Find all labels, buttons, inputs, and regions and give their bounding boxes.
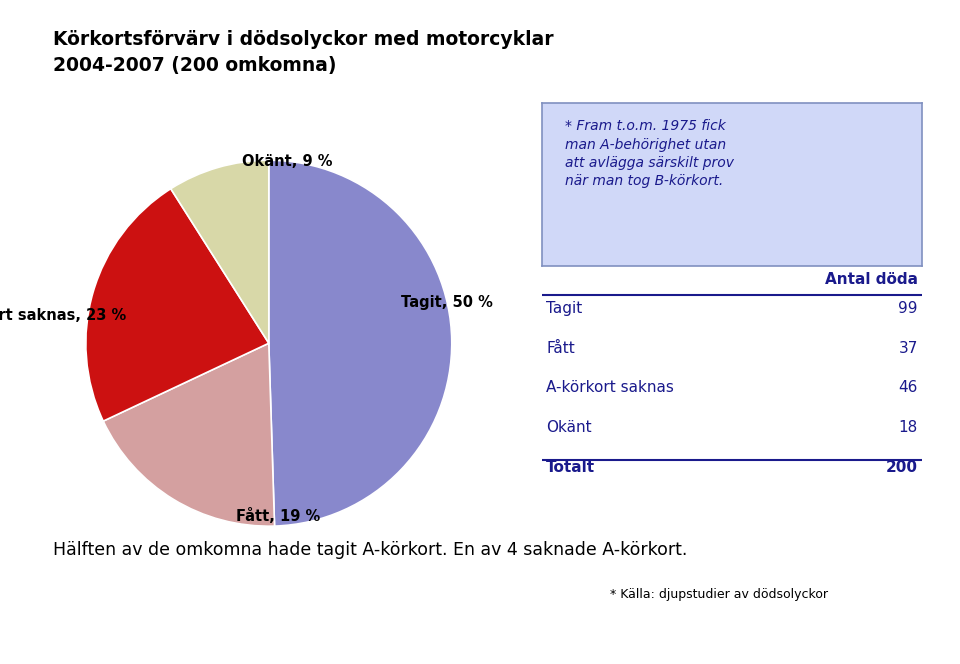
Text: Okänt: Okänt	[546, 420, 591, 435]
Wedge shape	[171, 160, 269, 343]
Text: 37: 37	[899, 341, 918, 355]
Text: Totalt: Totalt	[546, 459, 595, 475]
Text: Tagit, 50 %: Tagit, 50 %	[400, 295, 492, 311]
Text: Hälften av de omkomna hade tagit A-körkort. En av 4 saknade A-körkort.: Hälften av de omkomna hade tagit A-körko…	[53, 541, 687, 559]
Text: Antal döda: Antal döda	[825, 272, 918, 288]
Text: A-körkort saknas, 23 %: A-körkort saknas, 23 %	[0, 308, 126, 323]
Text: 99: 99	[899, 301, 918, 316]
Text: 2004-2007 (200 omkomna): 2004-2007 (200 omkomna)	[53, 56, 336, 76]
Text: Okänt, 9 %: Okänt, 9 %	[242, 155, 332, 169]
Text: 18: 18	[899, 420, 918, 435]
Wedge shape	[104, 343, 275, 526]
Text: Tagit: Tagit	[546, 301, 583, 316]
Text: A-körkort saknas: A-körkort saknas	[546, 380, 674, 395]
Text: 17    2015-11-18: 17 2015-11-18	[21, 631, 126, 644]
Wedge shape	[269, 160, 452, 526]
Text: 200: 200	[886, 459, 918, 475]
Text: Körkortsförvärv i dödsolyckor med motorcyklar: Körkortsförvärv i dödsolyckor med motorc…	[53, 30, 553, 49]
Text: * Fram t.o.m. 1975 fick
man A-behörighet utan
att avlägga särskilt prov
när man : * Fram t.o.m. 1975 fick man A-behörighet…	[565, 120, 734, 189]
Text: Fått: Fått	[546, 341, 575, 355]
Text: * Källa: djupstudier av dödsolyckor: * Källa: djupstudier av dödsolyckor	[610, 588, 828, 601]
Wedge shape	[85, 189, 269, 421]
Text: 46: 46	[899, 380, 918, 395]
Text: Fått, 19 %: Fått, 19 %	[236, 508, 320, 524]
Text: ✦  TRAFIKVERKET: ✦ TRAFIKVERKET	[792, 630, 931, 645]
